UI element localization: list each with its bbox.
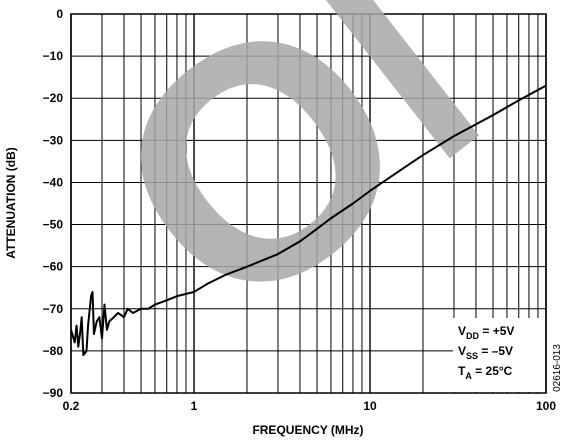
x-tick-label: 10 (363, 399, 377, 413)
y-tick-label: −20 (43, 91, 64, 105)
y-tick-label: −40 (43, 175, 64, 189)
annotation: VDD = +5V (458, 324, 514, 341)
figure-id: 02616-013 (552, 344, 563, 392)
y-tick-label: 0 (56, 7, 63, 21)
y-tick-label: −10 (43, 49, 64, 63)
annotation-main: V (458, 324, 466, 338)
x-tick-label: 1 (191, 399, 198, 413)
annotation-rest: = 25°C (472, 364, 513, 378)
x-tick-label: 100 (536, 399, 556, 413)
annotation: TA = 25°C (458, 364, 513, 381)
y-tick-label: −70 (43, 302, 64, 316)
annotation-sub: SS (466, 351, 478, 361)
annotation-main: T (458, 364, 466, 378)
plot-frame (70, 13, 547, 394)
annotation-rest: = +5V (479, 324, 514, 338)
y-tick-label: −80 (43, 344, 64, 358)
y-tick-label: −90 (43, 386, 64, 400)
y-axis-title: ATTENUATION (dB) (4, 147, 18, 259)
legend-box (453, 318, 545, 392)
x-tick-label: 0.2 (63, 399, 80, 413)
y-tick-label: −30 (43, 133, 64, 147)
annotation-sub: DD (466, 331, 479, 341)
annotation-sub: A (465, 371, 472, 381)
annotation: VSS = –5V (458, 344, 513, 361)
y-tick-label: −60 (43, 260, 64, 274)
annotation-rest: = –5V (478, 344, 513, 358)
x-axis-title: FREQUENCY (MHz) (252, 423, 363, 437)
line-series (70, 84, 547, 357)
y-tick-label: −50 (43, 218, 64, 232)
annotation-main: V (458, 344, 466, 358)
